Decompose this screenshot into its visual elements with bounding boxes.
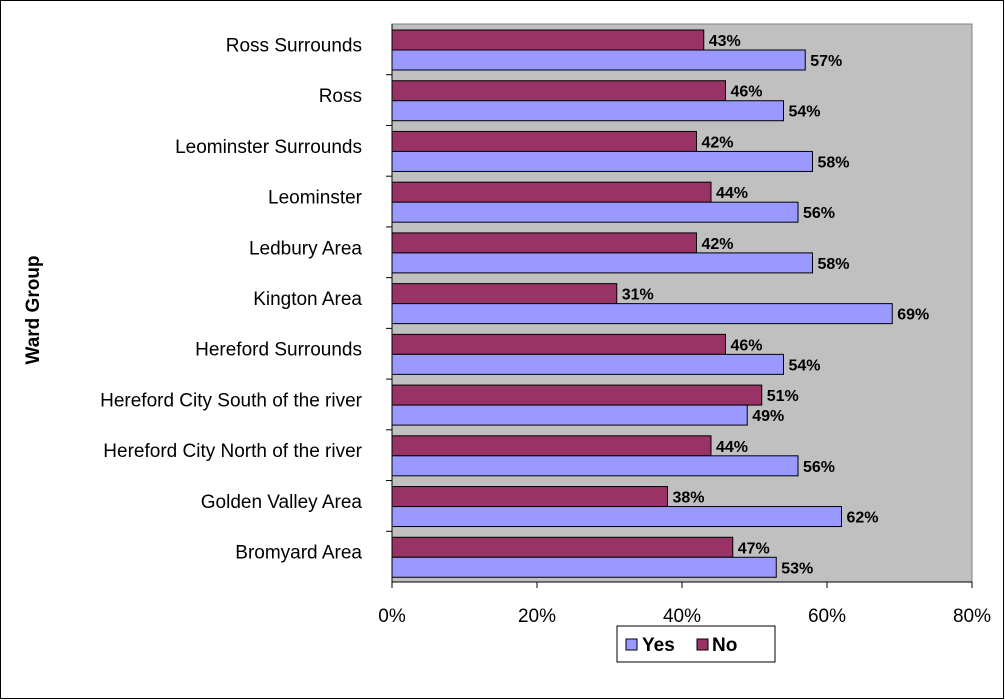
bar-no [391, 181, 712, 203]
legend: Yes No [616, 625, 776, 663]
data-label-no: 43% [709, 33, 741, 50]
data-label-yes: 54% [789, 357, 821, 374]
y-axis-title: Ward Group [23, 255, 44, 364]
bar-yes [391, 404, 748, 426]
category-label: Leominster [268, 188, 363, 209]
category-label: Hereford Surrounds [195, 340, 362, 361]
legend-box [616, 625, 776, 663]
data-label-no: 42% [702, 236, 734, 253]
data-label-no: 47% [738, 540, 770, 557]
category-label: Hereford City North of the river [103, 441, 362, 462]
data-label-yes: 69% [897, 307, 929, 324]
bar-yes [391, 353, 784, 375]
data-label-yes: 56% [803, 459, 835, 476]
bar-yes [391, 49, 806, 71]
x-axis: 0% 20% 40% 60% 80% [378, 24, 991, 627]
bar-no [391, 486, 668, 508]
data-label-yes: 53% [781, 560, 813, 577]
category-labels: Ross Surrounds Ross Leominster Surrounds Le… [100, 35, 363, 563]
bar-yes [391, 506, 842, 528]
bar-yes [391, 201, 799, 223]
bar-no [391, 435, 712, 457]
bar-yes [391, 150, 813, 172]
data-label-no: 31% [622, 287, 654, 304]
legend-swatch-yes [625, 638, 638, 651]
legend-swatch-no [696, 638, 709, 651]
data-label-no: 38% [673, 490, 705, 507]
x-tick-label: 20% [518, 606, 556, 627]
x-tick-label: 80% [953, 606, 991, 627]
data-label-yes: 58% [818, 256, 850, 273]
bar-yes [391, 556, 777, 578]
bar-no [391, 384, 763, 406]
bar-no [391, 130, 697, 152]
x-tick-label: 0% [378, 606, 406, 627]
data-label-yes: 49% [752, 408, 784, 425]
category-label: Ross Surrounds [226, 35, 362, 56]
category-label: Golden Valley Area [201, 492, 363, 513]
legend-label-no: No [712, 635, 737, 656]
bar-yes [391, 303, 893, 325]
bar-no [391, 232, 697, 254]
data-label-no: 51% [767, 388, 799, 405]
data-label-no: 44% [716, 185, 748, 202]
bar-yes [391, 252, 813, 274]
data-label-yes: 62% [847, 510, 879, 527]
x-tick-label: 40% [663, 606, 701, 627]
bar-no [391, 283, 618, 305]
bar-yes [391, 100, 784, 122]
data-label-yes: 56% [803, 205, 835, 222]
data-label-yes: 54% [789, 104, 821, 121]
category-label: Bromyard Area [235, 543, 362, 564]
bar-no [391, 333, 726, 355]
category-label: Leominster Surrounds [175, 137, 362, 158]
data-label-yes: 57% [810, 53, 842, 70]
category-label: Ross [319, 86, 362, 107]
category-label: Kington Area [253, 289, 362, 310]
data-label-no: 46% [731, 337, 763, 354]
legend-label-yes: Yes [642, 635, 675, 656]
data-labels: 43% 57% 46% 54% 42% 58% 44% 56% 42% 58% 31% 69% 46% 5… [622, 33, 930, 577]
bar-no [391, 536, 734, 558]
x-tick-label: 60% [808, 606, 846, 627]
data-label-no: 42% [702, 134, 734, 151]
data-label-yes: 58% [818, 154, 850, 171]
bar-no [391, 29, 705, 51]
bar-no [391, 80, 726, 102]
bars-group [391, 29, 893, 578]
data-label-no: 44% [716, 439, 748, 456]
data-label-no: 46% [731, 84, 763, 101]
bar-yes [391, 455, 799, 477]
category-label: Hereford City South of the river [100, 390, 363, 411]
category-label: Ledbury Area [249, 238, 362, 259]
